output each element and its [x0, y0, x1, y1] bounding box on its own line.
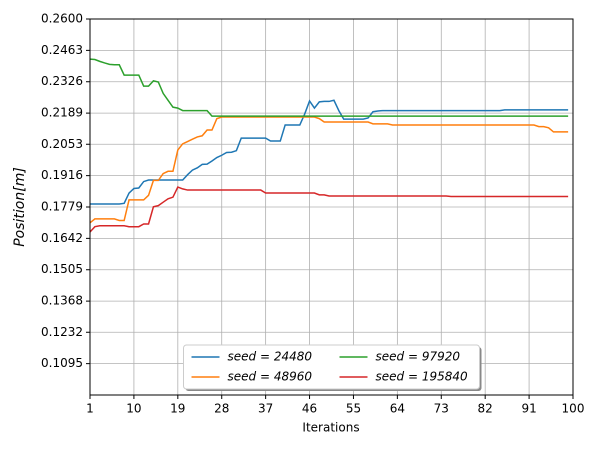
x-tick-label: 28 [214, 402, 229, 416]
x-tick-label: 64 [390, 402, 405, 416]
x-tick-label: 82 [478, 402, 493, 416]
legend-label: seed = 48960 [228, 370, 313, 384]
y-tick-label: 0.1232 [41, 325, 83, 339]
x-tick-label: 100 [562, 402, 585, 416]
y-tick-label: 0.1095 [41, 356, 83, 370]
legend-box [183, 344, 480, 390]
legend-label: seed = 97920 [376, 350, 461, 364]
y-tick-label: 0.2600 [41, 12, 83, 26]
x-tick-label: 1 [86, 402, 94, 416]
x-tick-label: 10 [126, 402, 141, 416]
y-tick-label: 0.2326 [41, 74, 83, 88]
series-line [89, 116, 569, 224]
y-tick-label: 0.2189 [41, 106, 83, 120]
series-line [90, 99, 569, 205]
y-tick-label: 0.1642 [41, 231, 83, 245]
legend: seed = 24480 seed = 48960 seed = 97920 seed… [183, 344, 480, 390]
x-tick-label: 73 [434, 402, 449, 416]
y-tick-label: 0.2053 [41, 137, 83, 151]
x-tick-label: 46 [302, 402, 317, 416]
x-tick-label: 37 [258, 402, 273, 416]
y-tick-label: 0.1368 [41, 294, 83, 308]
y-tick-label: 0.1779 [41, 200, 83, 214]
y-tick-label: 0.1505 [41, 262, 83, 276]
x-tick-label: 19 [170, 402, 185, 416]
series-line [89, 58, 569, 117]
x-tick-label: 91 [521, 402, 536, 416]
legend-label: seed = 195840 [376, 370, 468, 384]
y-axis-label: Position[m] [12, 167, 28, 247]
x-tick-label: 55 [346, 402, 361, 416]
x-axis-label: Iterations [302, 421, 359, 435]
legend-label: seed = 24480 [228, 350, 313, 364]
y-tick-label: 0.2463 [41, 43, 83, 57]
series-line [89, 186, 569, 233]
y-tick-label: 0.1916 [41, 168, 83, 182]
plot-frame [89, 18, 574, 396]
